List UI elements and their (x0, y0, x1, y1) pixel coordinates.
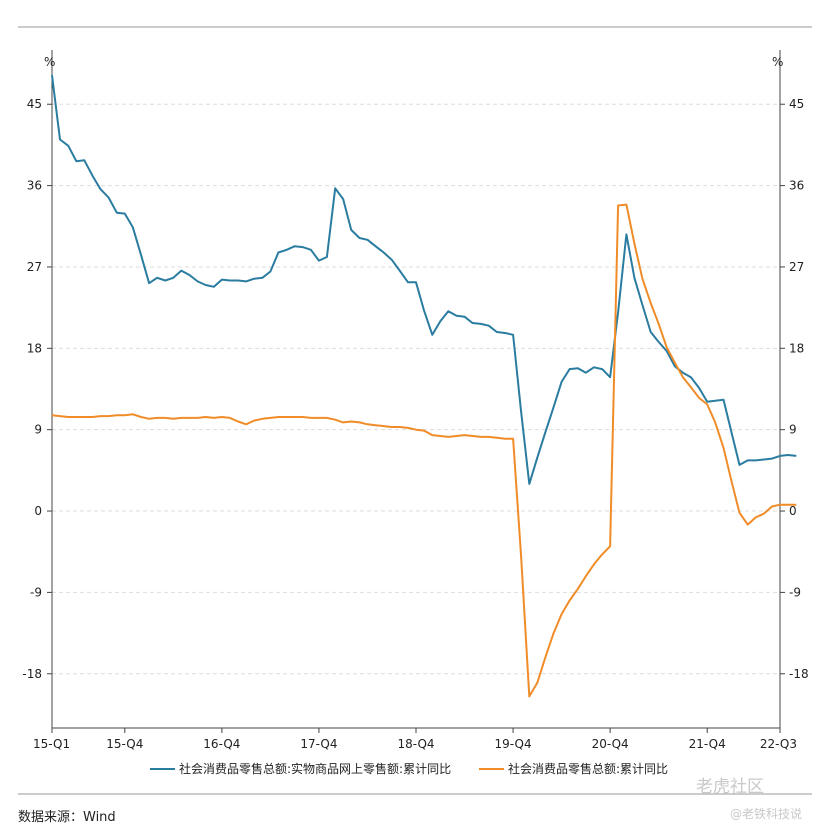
legend-label-series-2: 社会消费品零售总额:累计同比 (508, 761, 668, 776)
x-tick-label: 21-Q4 (689, 737, 726, 751)
x-tick-label: 19-Q4 (495, 737, 532, 751)
x-tick-label: 15-Q1 (33, 737, 70, 751)
watermark-author: @老铁科技说 (730, 807, 803, 821)
y-tick-label-right: 27 (789, 260, 804, 274)
series-line-1 (51, 75, 797, 485)
axes (51, 50, 781, 729)
x-axis: 15-Q1 15-Q4 16-Q4 17-Q4 18-Q4 19-Q4 20-Q4 21-Q4… (33, 728, 797, 751)
y-tick-label-right: 9 (789, 423, 797, 437)
y-tick-label-left: 18 (27, 341, 42, 355)
y-tick-label-right: -9 (789, 585, 801, 599)
legend: 社会消费品零售总额:实物商品网上零售额:累计同比 社会消费品零售总额:累计同比 (150, 761, 668, 776)
y-tick-label-right: 45 (789, 97, 804, 111)
x-tick-label: 16-Q4 (203, 737, 240, 751)
y-unit-right: % (772, 55, 783, 69)
y-tick-label-left: -9 (30, 585, 42, 599)
series-group (51, 75, 797, 698)
y-tick-label-left: 0 (34, 504, 42, 518)
y-unit-left: % (44, 55, 55, 69)
y-tick-label-right: 18 (789, 341, 804, 355)
watermark-logo-text: 老虎社区 (696, 777, 764, 797)
y-tick-label-right: 0 (789, 504, 797, 518)
y-tick-label-left: -18 (22, 667, 42, 681)
x-tick-label: 15-Q4 (106, 737, 143, 751)
x-tick-label: 18-Q4 (397, 737, 434, 751)
x-tick-label: 22-Q3 (760, 737, 797, 751)
y-tick-label-left: 9 (34, 423, 42, 437)
y-tick-label-left: 36 (27, 179, 42, 193)
y-tick-label-left: 27 (27, 260, 42, 274)
x-tick-label: 20-Q4 (592, 737, 629, 751)
x-tick-label: 17-Q4 (300, 737, 337, 751)
grid-lines (52, 103, 780, 675)
y-tick-label-right: 36 (789, 179, 804, 193)
series-line-2 (51, 203, 797, 698)
data-source-label: 数据来源：Wind (18, 810, 116, 825)
y-axis-left: -18 -9 0 9 18 27 36 45 (22, 97, 52, 681)
legend-label-series-1: 社会消费品零售总额:实物商品网上零售额:累计同比 (179, 761, 451, 776)
y-tick-label-right: -18 (789, 667, 809, 681)
y-axis-right: -18 -9 0 9 18 27 36 45 (780, 97, 809, 681)
y-tick-label-left: 45 (27, 97, 42, 111)
